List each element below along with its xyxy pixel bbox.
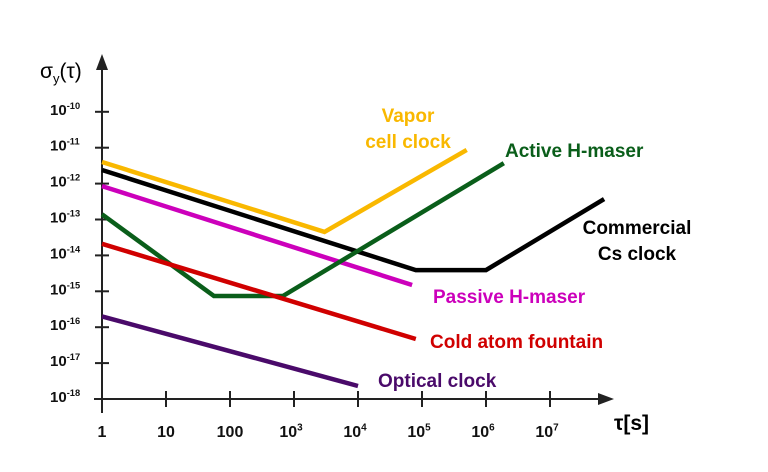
series-label: Cs clock	[598, 244, 677, 265]
series-label: Vapor	[382, 106, 435, 127]
series-line	[101, 167, 606, 273]
y-axis-label: σy(τ)	[40, 60, 82, 86]
x-tick-label: 106	[471, 423, 495, 441]
x-tick-label: 1	[98, 424, 107, 441]
series-line	[101, 147, 468, 235]
y-tick-label: 10-14	[50, 244, 81, 262]
x-axis-label: τ[s]	[614, 412, 649, 435]
series-line	[101, 241, 417, 342]
y-tick-label: 10-18	[50, 388, 80, 406]
y-tick-label: 10-11	[50, 137, 80, 155]
series-line	[101, 314, 359, 389]
y-tick-label: 10-17	[50, 352, 80, 370]
x-tick-label: 10	[157, 424, 175, 441]
series-label: Passive H-maser	[433, 287, 586, 308]
x-tick-label: 105	[407, 423, 431, 441]
series-lines	[100, 147, 606, 389]
y-axis-arrow-icon	[96, 54, 108, 70]
series-label: Active H-maser	[505, 141, 644, 162]
series-label: Commercial	[583, 218, 692, 239]
y-tick-label: 10-15	[50, 280, 80, 298]
axes: 1 10 100 103 104 105 106 107 10-10 10-11 10-12 10-1…	[50, 54, 614, 441]
y-tick-label: 10-13	[50, 209, 80, 227]
x-axis-arrow-icon	[598, 393, 614, 405]
x-tick-label: 100	[217, 424, 244, 441]
series-line	[101, 183, 413, 288]
y-tick-label: 10-10	[50, 101, 80, 119]
y-tick-label: 10-16	[50, 316, 80, 334]
series-label: Optical clock	[378, 371, 497, 392]
x-tick-label: 107	[535, 423, 559, 441]
y-tick-label: 10-12	[50, 173, 80, 191]
series-labels: Vapor cell clock Commercial Cs clock Passive…	[365, 106, 691, 392]
x-tick-label: 103	[279, 423, 303, 441]
series-line	[100, 161, 505, 299]
x-tick-label: 104	[343, 423, 367, 441]
series-label: cell clock	[365, 132, 451, 153]
series-label: Cold atom fountain	[430, 332, 603, 353]
